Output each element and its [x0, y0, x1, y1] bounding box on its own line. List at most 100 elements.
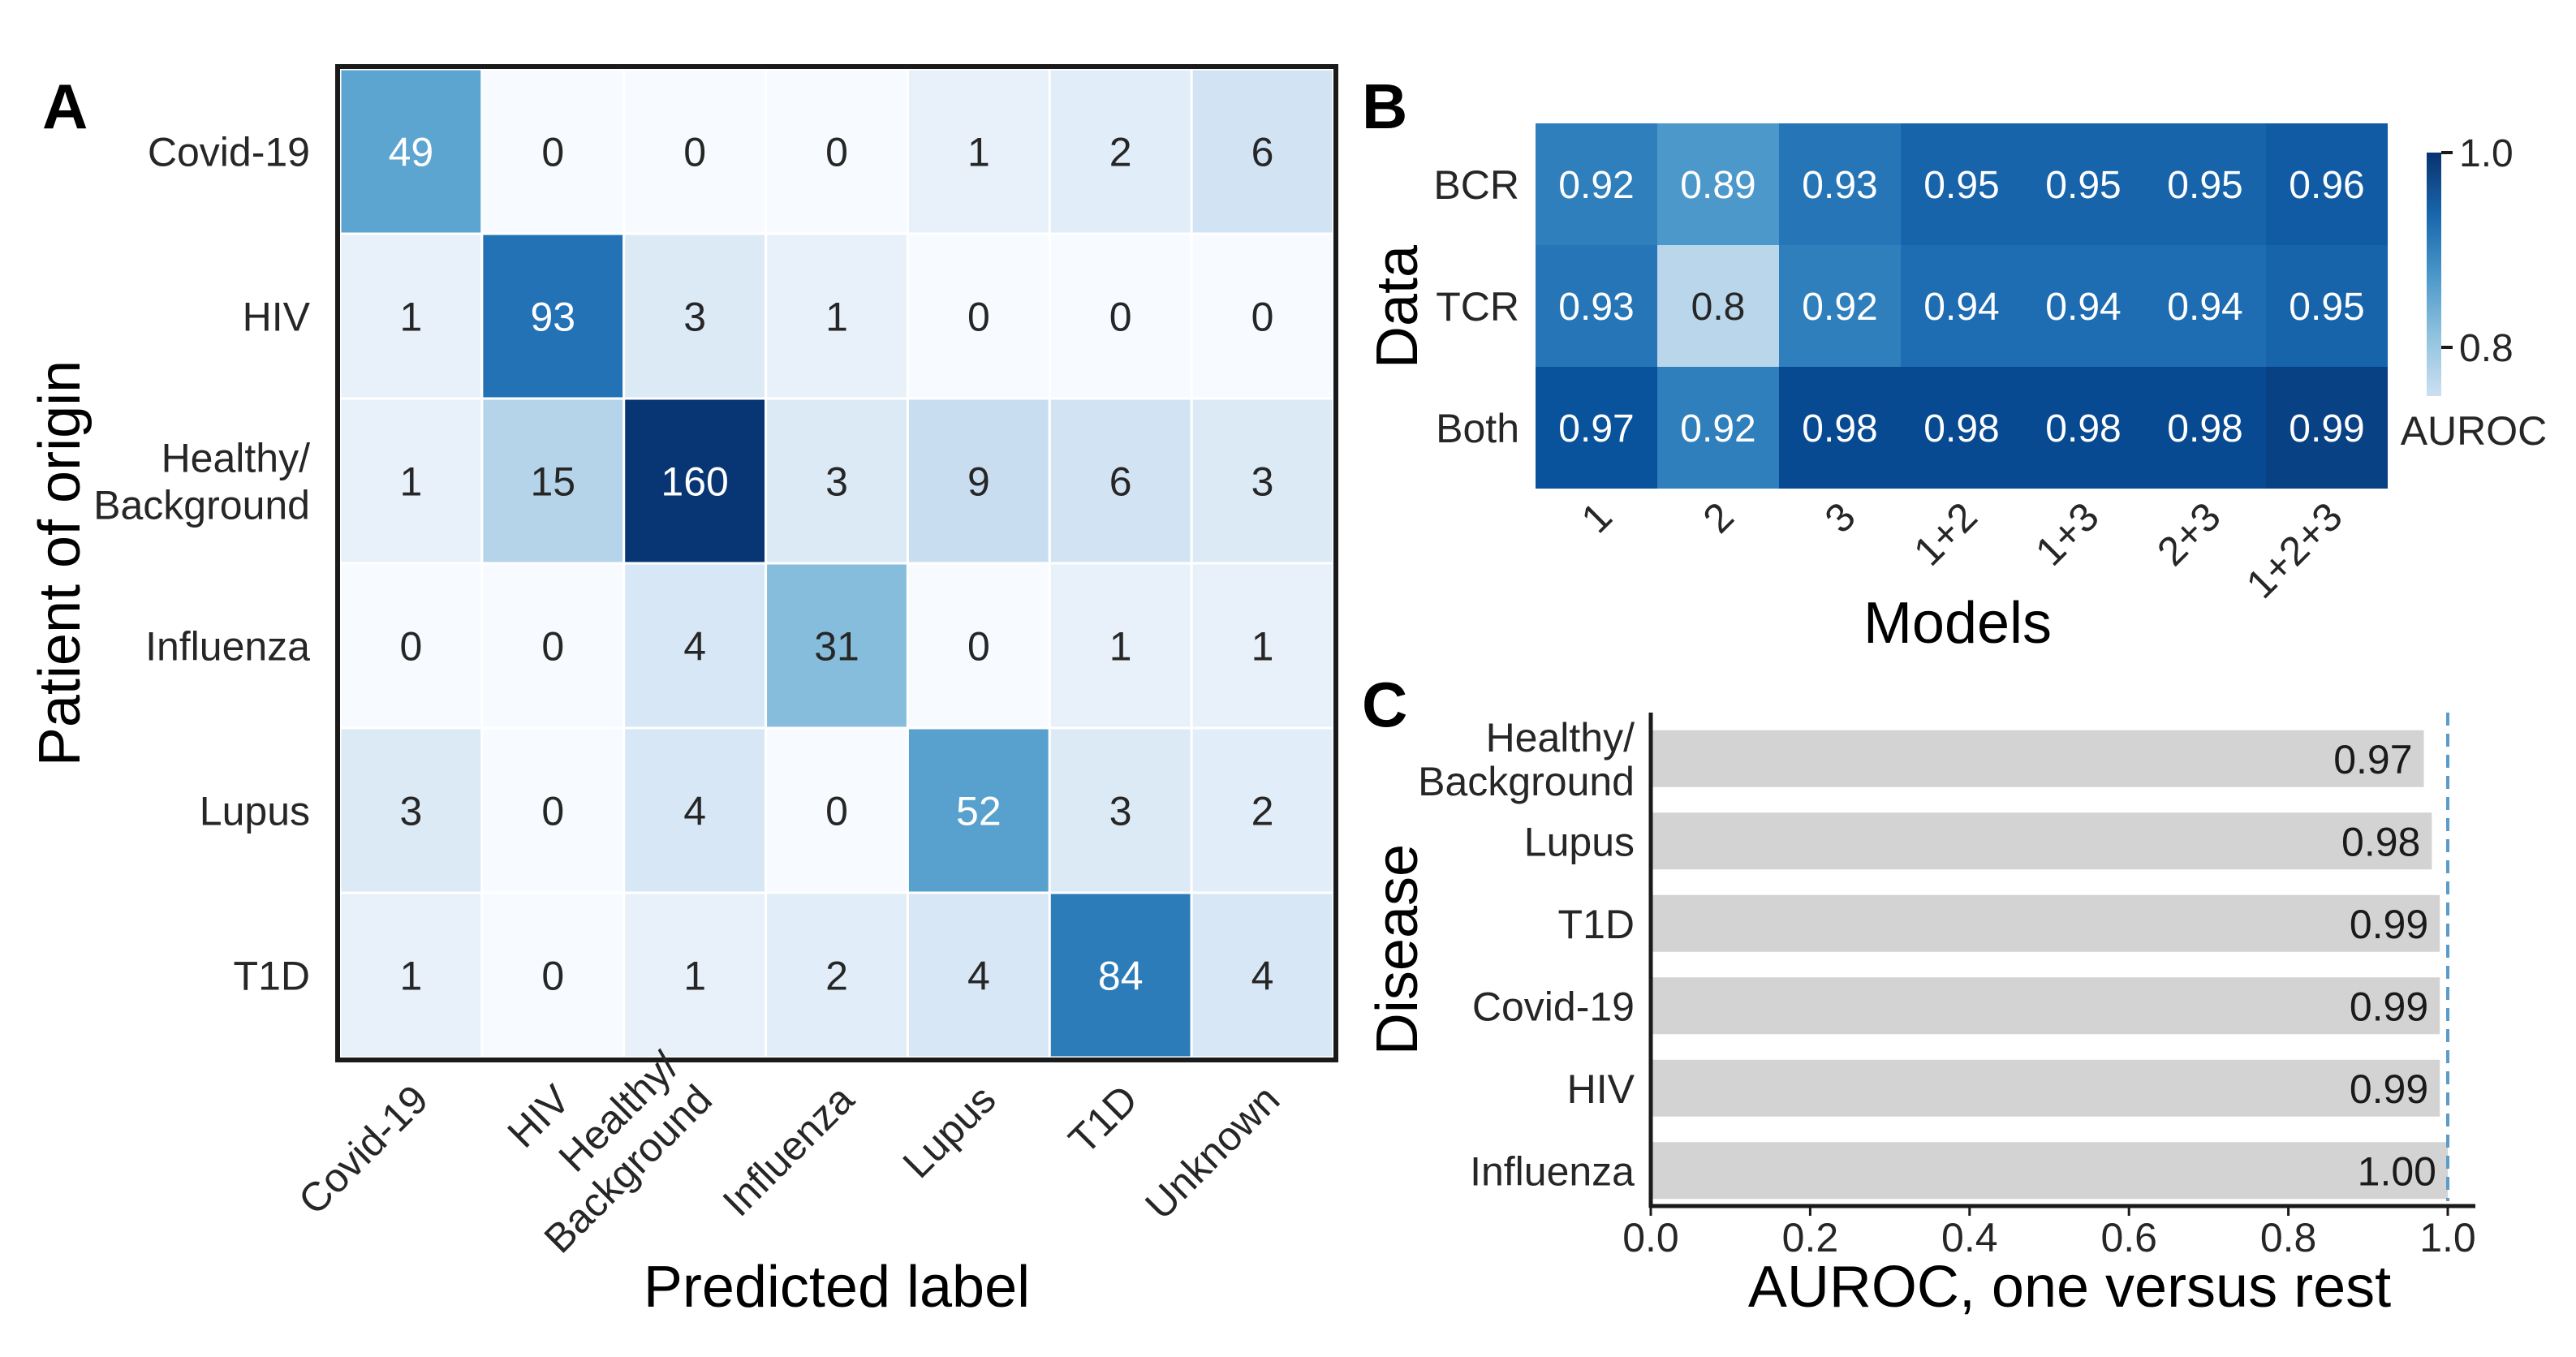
a-cell — [480, 891, 626, 1059]
c-y-tick-label: HIV — [1567, 1066, 1635, 1112]
a-cell-value: 3 — [683, 295, 706, 340]
c-y-tick-label: Lupus — [1524, 819, 1635, 864]
a-cell — [1190, 397, 1335, 565]
a-cell-value: 160 — [661, 459, 728, 505]
a-cell-value: 1 — [967, 130, 990, 175]
a-cell-value: 49 — [389, 130, 434, 175]
a-y-tick-label: Healthy/Background — [93, 436, 310, 528]
a-cell-value: 0 — [541, 789, 564, 834]
c-bar-value-label: 0.97 — [2333, 737, 2412, 782]
c-y-tick-label: Healthy/Background — [1418, 715, 1635, 804]
a-cell-value: 4 — [967, 954, 990, 999]
a-cell-value: 1 — [1109, 624, 1132, 670]
a-cell-value: 0 — [825, 789, 848, 834]
c-y-tick-label: T1D — [1558, 902, 1635, 947]
c-bar-value-label: 1.00 — [2358, 1148, 2436, 1194]
a-cell — [480, 562, 626, 730]
a-cell — [1048, 67, 1193, 235]
c-bar — [1651, 977, 2440, 1035]
a-cell — [622, 726, 768, 894]
a-x-tick-label: T1D — [1060, 1076, 1146, 1162]
a-cell-value: 1 — [825, 295, 848, 340]
a-cell-value: 4 — [683, 624, 706, 670]
c-x-tick-label: 0.6 — [2100, 1215, 2157, 1260]
a-cell-value: 6 — [1251, 130, 1274, 175]
a-cell-value: 2 — [825, 954, 848, 999]
b-x-tick-label: 1+2 — [1905, 493, 1986, 575]
a-y-axis-title: Patient of origin — [28, 360, 93, 766]
a-cell — [1190, 232, 1335, 400]
a-cell-value: 93 — [530, 295, 575, 340]
a-cell — [765, 67, 909, 235]
a-cell-value: 0 — [541, 954, 564, 999]
b-cell — [2144, 367, 2266, 489]
a-cell-value: 1 — [683, 954, 706, 999]
b-cell — [1779, 123, 1901, 245]
b-y-tick-label: BCR — [1433, 162, 1519, 208]
c-bar-value-label: 0.99 — [2350, 1066, 2428, 1112]
auroc-heatmap-panel: 0.92 0.89 0.93 0.95 0.95 0.95 0.96 0.93 0.8 0.92 0… — [1365, 123, 2547, 656]
b-x-tick-label: 2 — [1695, 493, 1742, 541]
c-y-tick-label: Influenza — [1470, 1148, 1635, 1194]
b-x-tick-label: 1+3 — [2027, 493, 2108, 575]
a-cell-value: 1 — [1251, 624, 1274, 670]
c-y-axis-title: Disease — [1365, 844, 1430, 1055]
c-bar-value-label: 0.99 — [2350, 984, 2428, 1029]
a-cell — [622, 232, 768, 400]
a-x-tick-label: Influenza — [714, 1076, 863, 1225]
a-cell — [1048, 397, 1193, 565]
a-cell-value: 1 — [400, 295, 423, 340]
b-cell-value: 0.95 — [2167, 164, 2242, 207]
b-x-axis-title: Models — [1863, 591, 2052, 656]
auroc-bar-panel: 0.97 0.98 0.99 0.99 0.99 1.00 Healthy/Backgro… — [1365, 713, 2476, 1320]
c-x-tick-label: 0.0 — [1622, 1215, 1679, 1260]
a-cell-value: 4 — [683, 789, 706, 834]
a-cell-value: 1 — [400, 459, 423, 505]
a-y-tick-label: T1D — [234, 954, 310, 999]
b-cell-value: 0.92 — [1802, 286, 1877, 329]
a-cell — [480, 397, 626, 565]
b-x-tick-label: 1 — [1573, 493, 1621, 541]
a-cell — [1048, 562, 1193, 730]
b-cell — [2144, 123, 2266, 245]
a-cell-value: 31 — [814, 624, 859, 670]
b-y-axis-title: Data — [1365, 244, 1430, 368]
b-x-tick-label: 2+3 — [2148, 493, 2229, 575]
b-cell — [1657, 245, 1779, 367]
a-x-tick-label: Covid-19 — [290, 1076, 437, 1223]
a-cell-value: 0 — [541, 130, 564, 175]
a-cell-value: 9 — [967, 459, 990, 505]
confusion-matrix-frame — [335, 64, 1338, 1062]
b-y-tick-label: TCR — [1436, 284, 1519, 330]
b-cell-value: 0.93 — [1558, 286, 1634, 329]
b-cell-value: 0.92 — [1680, 407, 1755, 450]
panel-label-b: B — [1362, 71, 1407, 142]
a-cell-value: 52 — [956, 789, 1002, 834]
a-cell-value: 0 — [967, 295, 990, 340]
colorbar-label: AUROC — [2401, 408, 2548, 454]
a-cell-value: 3 — [825, 459, 848, 505]
b-cell — [2022, 367, 2144, 489]
c-x-tick-label: 0.8 — [2260, 1215, 2317, 1260]
a-y-tick-label: Lupus — [200, 789, 310, 834]
panel-label-a: A — [42, 71, 88, 142]
b-y-tick-label: Both — [1436, 406, 1519, 451]
a-x-tick-label: Unknown — [1136, 1076, 1288, 1228]
b-x-tick-label: 1+2+3 — [2238, 493, 2351, 607]
c-bar-value-label: 0.99 — [2350, 902, 2428, 947]
b-cell — [2144, 245, 2266, 367]
a-cell-value: 0 — [1109, 295, 1132, 340]
c-bar-value-label: 0.98 — [2341, 819, 2420, 864]
a-cell — [480, 67, 626, 235]
a-cell — [338, 726, 484, 894]
a-cell-value: 3 — [1109, 789, 1132, 834]
a-y-tick-label: Influenza — [145, 624, 310, 670]
b-cell-value: 0.97 — [1558, 407, 1634, 450]
b-cell-value: 0.94 — [2167, 286, 2242, 329]
b-cell-value: 0.94 — [2045, 286, 2121, 329]
a-cell-value: 3 — [400, 789, 423, 834]
a-cell — [906, 397, 1051, 565]
a-cell-value: 84 — [1098, 954, 1144, 999]
c-x-tick-label: 1.0 — [2419, 1215, 2476, 1260]
